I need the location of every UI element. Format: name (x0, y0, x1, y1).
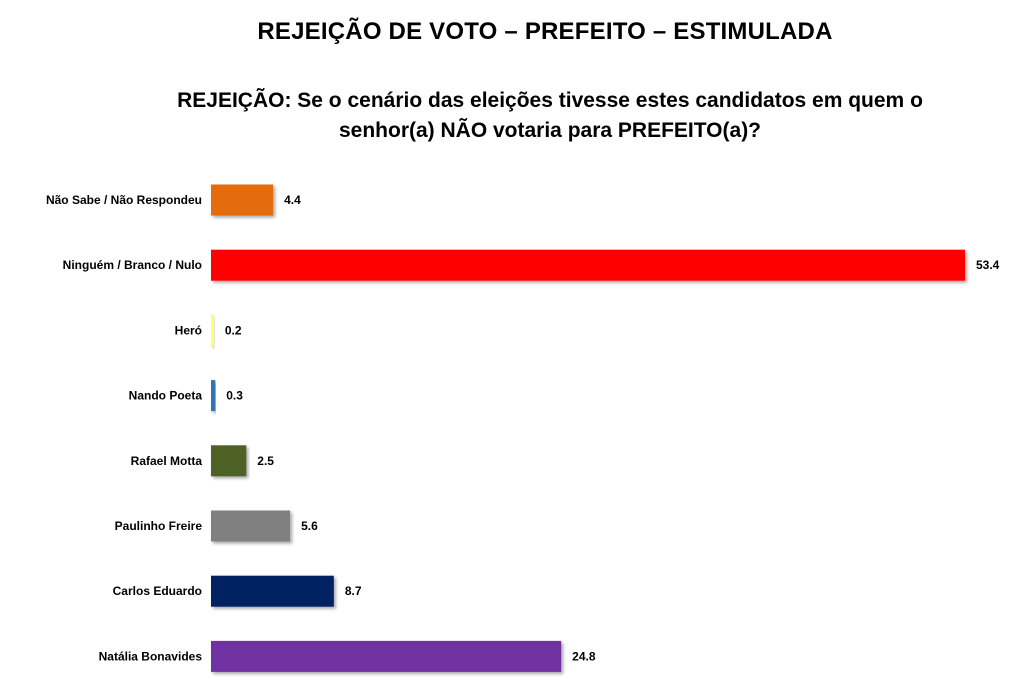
bar (211, 314, 214, 346)
page-title: REJEIÇÃO DE VOTO – PREFEITO – ESTIMULADA (257, 18, 833, 45)
category-label: Não Sabe / Não Respondeu (46, 193, 202, 207)
value-label: 0.3 (226, 389, 243, 403)
category-label: Nando Poeta (129, 389, 203, 403)
value-label: 53.4 (976, 258, 1000, 272)
value-label: 2.5 (257, 454, 274, 468)
category-label: Carlos Eduardo (113, 584, 202, 598)
bar (211, 184, 274, 216)
value-label: 4.4 (284, 193, 301, 207)
chart-subtitle: REJEIÇÃO: Se o cenário das eleições tive… (177, 89, 923, 142)
value-label: 8.7 (345, 584, 362, 598)
bar (211, 575, 334, 607)
bar (211, 640, 562, 672)
category-label: Rafael Motta (131, 454, 203, 468)
bar (211, 380, 216, 412)
bar (211, 510, 291, 542)
category-label: Paulinho Freire (115, 519, 203, 533)
category-label: Natália Bonavides (99, 649, 203, 663)
bar (211, 249, 965, 281)
bar (211, 445, 247, 477)
category-label: Ninguém / Branco / Nulo (63, 258, 202, 272)
value-label: 0.2 (225, 323, 242, 337)
value-label: 24.8 (572, 649, 596, 663)
bars-layer: Não Sabe / Não Respondeu 4.4 Ninguém / Bra… (46, 184, 1000, 672)
value-label: 5.6 (301, 519, 318, 533)
category-label: Heró (175, 323, 202, 337)
